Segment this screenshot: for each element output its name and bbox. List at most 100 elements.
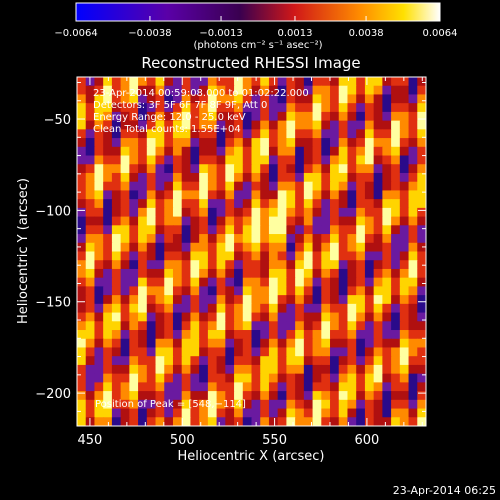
heatmap-cell <box>146 260 157 270</box>
heatmap-cell <box>260 216 270 226</box>
heatmap-cell <box>199 172 209 183</box>
heatmap-cell <box>338 181 349 192</box>
heatmap-cell <box>164 251 174 261</box>
heatmap-cell <box>216 295 226 305</box>
heatmap-cell <box>164 138 174 148</box>
chart-title: Reconstructed RHESSI Image <box>141 54 360 72</box>
heatmap-cell <box>295 138 305 148</box>
heatmap-cell <box>408 347 418 357</box>
heatmap-cell <box>303 321 314 331</box>
heatmap-cell <box>216 408 226 418</box>
heatmap-cell <box>391 77 401 87</box>
heatmap-cell <box>207 312 218 322</box>
y-tick-label: −50 <box>44 113 71 128</box>
heatmap-cell <box>356 120 366 130</box>
heatmap-cell <box>190 77 200 87</box>
heatmap-cell <box>129 277 139 287</box>
heatmap-cell <box>120 242 130 253</box>
heatmap-cell <box>347 146 357 157</box>
heatmap-cell <box>103 382 113 392</box>
heatmap-cell <box>129 155 139 165</box>
heatmap-cell <box>399 373 410 383</box>
heatmap-cell <box>330 164 340 174</box>
heatmap-cell <box>260 172 270 183</box>
heatmap-cell <box>129 129 139 139</box>
heatmap-cell <box>399 303 410 314</box>
heatmap-cell <box>129 338 139 349</box>
heatmap-cell <box>146 77 157 87</box>
heatmap-cell <box>225 286 235 296</box>
heatmap-cell <box>103 181 113 192</box>
heatmap-cell <box>155 417 165 426</box>
heatmap-cell <box>234 138 244 148</box>
heatmap-cell <box>111 199 122 209</box>
heatmap-cell <box>303 417 314 426</box>
heatmap-cell <box>234 120 244 130</box>
heatmap-cell <box>225 321 235 331</box>
heatmap-cell <box>242 138 253 148</box>
heatmap-cell <box>234 356 244 366</box>
heatmap-cell <box>225 399 235 410</box>
heatmap-cell <box>295 260 305 270</box>
heatmap-cell <box>225 303 235 314</box>
heatmap-cell <box>321 312 331 322</box>
heatmap-cell <box>111 234 122 244</box>
heatmap-cell <box>199 338 209 349</box>
heatmap-cell <box>181 391 192 401</box>
heatmap-cell <box>260 399 270 410</box>
heatmap-cell <box>373 277 383 287</box>
heatmap-cell <box>172 312 183 322</box>
heatmap-cell <box>312 138 322 148</box>
heatmap-cell <box>399 199 410 209</box>
heatmap-cell <box>129 181 139 192</box>
heatmap-cell <box>111 356 122 366</box>
heatmap-cell <box>155 207 165 218</box>
heatmap-cell <box>138 399 148 410</box>
heatmap-cell <box>286 330 296 340</box>
heatmap-cell <box>207 364 218 375</box>
heatmap-cell <box>172 417 183 426</box>
heatmap-cell <box>129 364 139 375</box>
heatmap-cell <box>312 216 322 226</box>
heatmap-cell <box>129 77 139 87</box>
heatmap-cell <box>251 120 261 130</box>
heatmap-cell <box>94 181 104 192</box>
heatmap-cell <box>146 190 157 200</box>
heatmap-cell <box>234 103 244 113</box>
heatmap-cell <box>103 399 113 410</box>
heatmap-cell <box>260 277 270 287</box>
heatmap-cell <box>207 417 218 426</box>
heatmap-cell <box>138 181 148 192</box>
heatmap-cell <box>408 408 418 418</box>
heatmap-cell <box>199 77 209 87</box>
heatmap-cell <box>199 207 209 218</box>
heatmap-cell <box>330 295 340 305</box>
heatmap-cell <box>295 111 305 122</box>
heatmap-cell <box>199 303 209 314</box>
heatmap-cell <box>111 155 122 165</box>
heatmap-cell <box>234 373 244 383</box>
heatmap-cell <box>190 172 200 183</box>
heatmap-cell <box>268 94 279 104</box>
heatmap-cell <box>347 103 357 113</box>
heatmap-cell <box>364 225 375 235</box>
heatmap-cell <box>216 85 226 96</box>
heatmap-cell <box>138 260 148 270</box>
heatmap-cell <box>103 303 113 314</box>
heatmap-cell <box>330 364 340 375</box>
heatmap-cell <box>138 234 148 244</box>
heatmap-cell <box>399 111 410 122</box>
heatmap-cell <box>85 295 96 305</box>
heatmap-cell <box>94 260 104 270</box>
heatmap-cell <box>120 146 130 157</box>
heatmap-cell <box>347 216 357 226</box>
heatmap-cell <box>251 199 261 209</box>
heatmap-cell <box>155 225 165 235</box>
heatmap-cell <box>225 129 235 139</box>
heatmap-cell <box>338 321 349 331</box>
heatmap-cell <box>286 207 296 218</box>
heatmap-cell <box>225 347 235 357</box>
heatmap-cell <box>268 268 279 279</box>
heatmap-cell <box>85 146 96 157</box>
heatmap-cell <box>303 164 314 174</box>
